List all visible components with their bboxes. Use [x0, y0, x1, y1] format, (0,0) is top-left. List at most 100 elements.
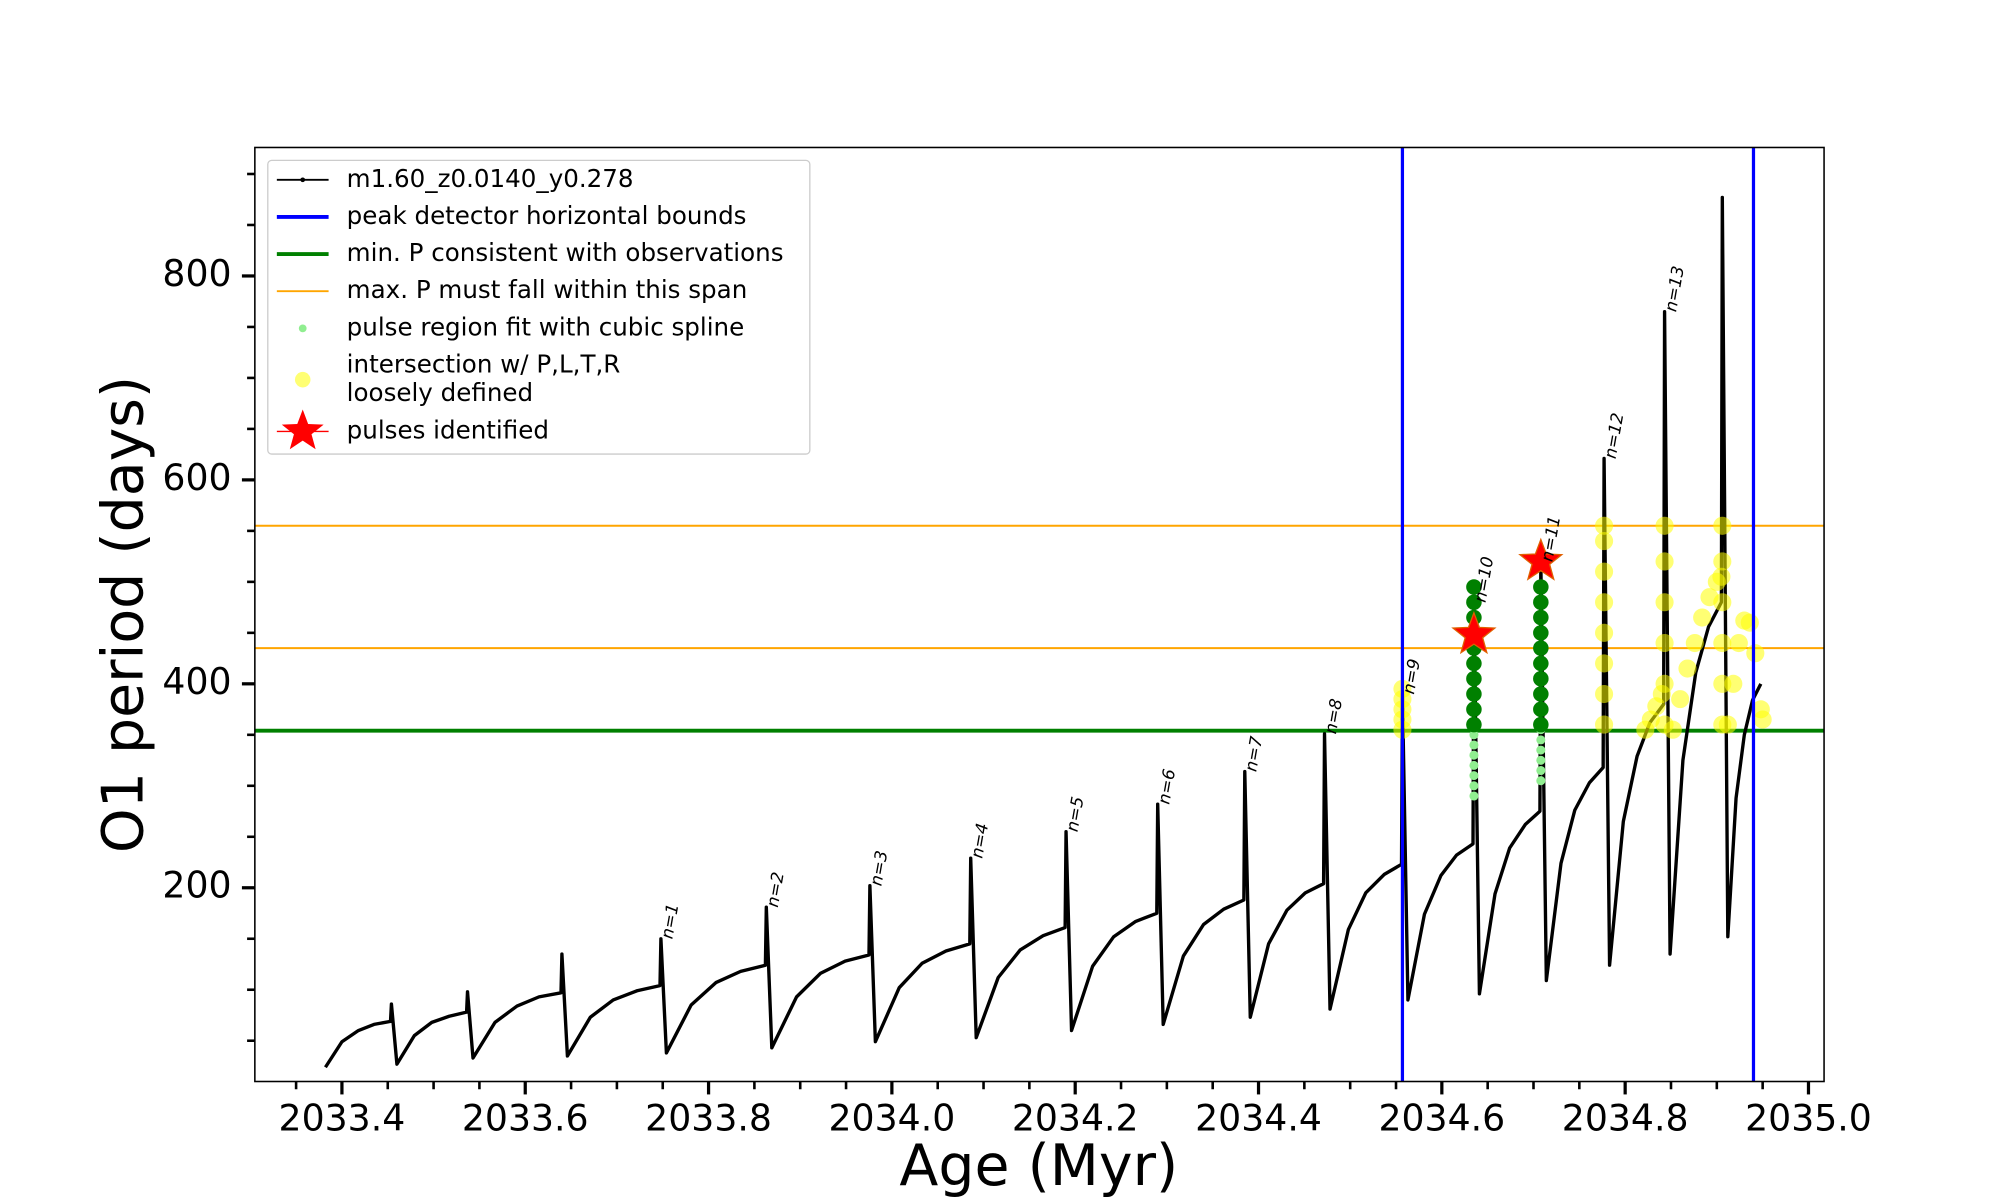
scatter-point [1469, 771, 1479, 781]
legend-box [267, 159, 811, 455]
scatter-point [1466, 716, 1482, 733]
annotation: n=6 [1153, 767, 1179, 805]
scatter-point [1536, 745, 1546, 755]
scatter-point [1595, 593, 1614, 612]
star-marker [1451, 611, 1497, 655]
scatter-point [1469, 791, 1479, 801]
y-tick-label: 400 [162, 660, 231, 703]
scatter-point [1533, 640, 1549, 656]
scatter-point [1595, 532, 1614, 551]
scatter-point [1746, 644, 1765, 663]
scatter-point [1655, 552, 1674, 571]
scatter-point [1533, 594, 1549, 611]
annotation: n=12 [1600, 411, 1628, 460]
scatter-point [1724, 674, 1743, 693]
scatter-point [1713, 552, 1732, 571]
legend-label: peak detector horizontal bounds [347, 201, 747, 230]
legend-label: max. P must fall within this span [347, 275, 748, 304]
annotation: n=2 [762, 870, 788, 908]
axes-frame [254, 146, 1825, 1083]
legend-marker [281, 409, 324, 450]
scatter-point [1466, 670, 1482, 687]
y-tick-label: 200 [162, 864, 231, 907]
annotation: n=7 [1240, 734, 1266, 773]
legend-label: pulses identified [347, 415, 549, 444]
scatter-point [1469, 750, 1479, 760]
scatter-point [1466, 655, 1482, 672]
scatter-point [1595, 715, 1614, 734]
y-tick-label: 600 [162, 456, 231, 499]
scatter-point [1595, 654, 1614, 673]
star-marker [1518, 537, 1564, 581]
scatter-point [1469, 740, 1479, 750]
scatter-point [1713, 633, 1732, 653]
legend-label: pulse region fit with cubic spline [347, 312, 745, 341]
scatter-point [1466, 579, 1482, 595]
scatter-point [1718, 715, 1737, 734]
scatter-point [1466, 594, 1482, 611]
annotation: n=13 [1660, 264, 1688, 313]
x-tick-label: 2034.2 [1012, 1096, 1139, 1139]
scatter-point [1713, 593, 1732, 612]
scatter-point [1533, 579, 1549, 595]
scatter-point [1533, 609, 1549, 626]
legend-marker [298, 324, 307, 333]
scatter-point [1533, 686, 1549, 702]
x-tick-label: 2034.6 [1378, 1096, 1505, 1139]
scatter-point [1655, 633, 1674, 653]
scatter-point [1713, 516, 1732, 535]
x-tick-label: 2033.8 [645, 1096, 772, 1139]
annotation: n=10 [1470, 555, 1498, 604]
x-tick-label: 2034.0 [829, 1096, 956, 1139]
scatter-point [1655, 674, 1674, 693]
x-tick-label: 2033.4 [279, 1096, 406, 1139]
scatter-point [1469, 730, 1479, 740]
scatter-point [1655, 593, 1674, 612]
annotation: n=5 [1062, 795, 1088, 833]
scatter-point [1469, 781, 1479, 791]
scatter-point [1536, 765, 1546, 776]
y-tick-label: 800 [162, 252, 231, 295]
scatter-point [1466, 701, 1482, 718]
scatter-point [1533, 655, 1549, 672]
legend-marker [300, 177, 306, 183]
scatter-point [1595, 562, 1614, 581]
scatter-point [1469, 760, 1479, 770]
x-axis-label: Age (Myr) [899, 1133, 1178, 1199]
scatter-point [1595, 516, 1614, 535]
x-tick-label: 2034.4 [1195, 1096, 1322, 1139]
scatter-point [1729, 633, 1748, 653]
legend-label: min. P consistent with observations [347, 238, 784, 267]
legend-label: loosely defined [347, 378, 533, 407]
annotation: n=4 [966, 821, 992, 859]
legend-label: m1.60_z0.0140_y0.278 [347, 164, 634, 193]
scatter-point [1536, 776, 1546, 786]
scatter-point [1533, 625, 1549, 641]
scatter-point [1753, 710, 1772, 729]
x-tick-label: 2035.0 [1745, 1096, 1872, 1139]
y-axis-label: O1 period (days) [90, 376, 156, 853]
legend-marker [294, 371, 311, 388]
scatter-point [1655, 516, 1674, 535]
annotation: n=1 [657, 902, 683, 940]
scatter-point [1740, 613, 1759, 632]
annotation: n=3 [866, 849, 892, 887]
scatter-point [1595, 623, 1614, 642]
scatter-point [1536, 755, 1546, 765]
x-tick-label: 2033.6 [462, 1096, 589, 1139]
scatter-point [1663, 720, 1682, 739]
scatter-point [1533, 670, 1549, 687]
x-tick-label: 2034.8 [1562, 1096, 1689, 1139]
scatter-point [1693, 608, 1712, 627]
legend-label: intersection w/ P,L,T,R [347, 349, 621, 378]
scatter-point [1536, 735, 1546, 745]
scatter-point [1533, 701, 1549, 718]
scatter-point [1466, 686, 1482, 702]
scatter-point [1685, 633, 1704, 653]
scatter-point [1533, 716, 1549, 733]
plot-area [254, 147, 1825, 1082]
scatter-point [1595, 684, 1614, 704]
